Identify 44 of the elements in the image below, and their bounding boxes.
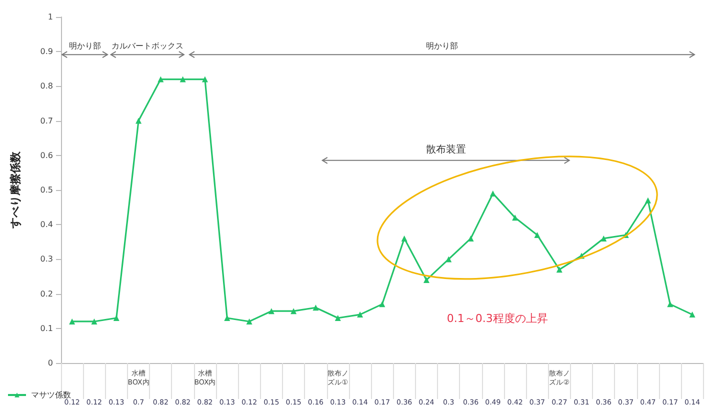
point <box>423 276 430 283</box>
annotation: 散布装置 <box>426 143 466 156</box>
point <box>689 312 696 318</box>
point <box>91 318 98 324</box>
point <box>379 301 386 308</box>
point <box>534 232 540 238</box>
y-tick-label: 0.8 <box>40 82 53 91</box>
point <box>224 315 230 322</box>
point <box>290 308 297 314</box>
point <box>113 315 120 322</box>
point <box>512 214 518 221</box>
point <box>180 76 186 82</box>
y-tick-label: 0.4 <box>40 220 53 230</box>
legend-label: マサツ係数 <box>31 390 71 400</box>
point <box>246 318 252 324</box>
point <box>667 301 674 308</box>
y-axis-title: すべり摩擦係数 <box>9 150 22 230</box>
point <box>600 235 607 242</box>
y-tick-label: 0.2 <box>40 289 53 298</box>
y-tick-label: 1 <box>48 12 53 22</box>
y-tick-label: 0.1 <box>40 324 53 333</box>
annotation: 0.1～0.3程度の上昇 <box>446 312 548 326</box>
point <box>69 318 76 324</box>
point <box>446 256 452 262</box>
point <box>357 312 364 318</box>
annotation: 明かり部 <box>68 42 101 51</box>
point <box>334 315 341 322</box>
y-tick-label: 0.5 <box>40 186 53 194</box>
point <box>401 235 408 242</box>
y-tick-label: 0.3 <box>40 254 53 264</box>
point <box>556 266 562 273</box>
point <box>644 197 651 204</box>
annotation: 明かり部 <box>426 42 458 51</box>
y-tick-label: 0 <box>48 358 53 368</box>
point <box>312 304 319 311</box>
point <box>158 76 164 82</box>
annotation: カルバートボックス <box>111 42 184 51</box>
point <box>202 76 208 82</box>
point <box>490 190 496 196</box>
y-tick-label: 0.9 <box>40 47 53 56</box>
y-tick-label: 0.7 <box>40 116 53 126</box>
y-tick-label: 0.6 <box>40 150 53 160</box>
point <box>268 308 274 314</box>
point <box>136 118 142 124</box>
